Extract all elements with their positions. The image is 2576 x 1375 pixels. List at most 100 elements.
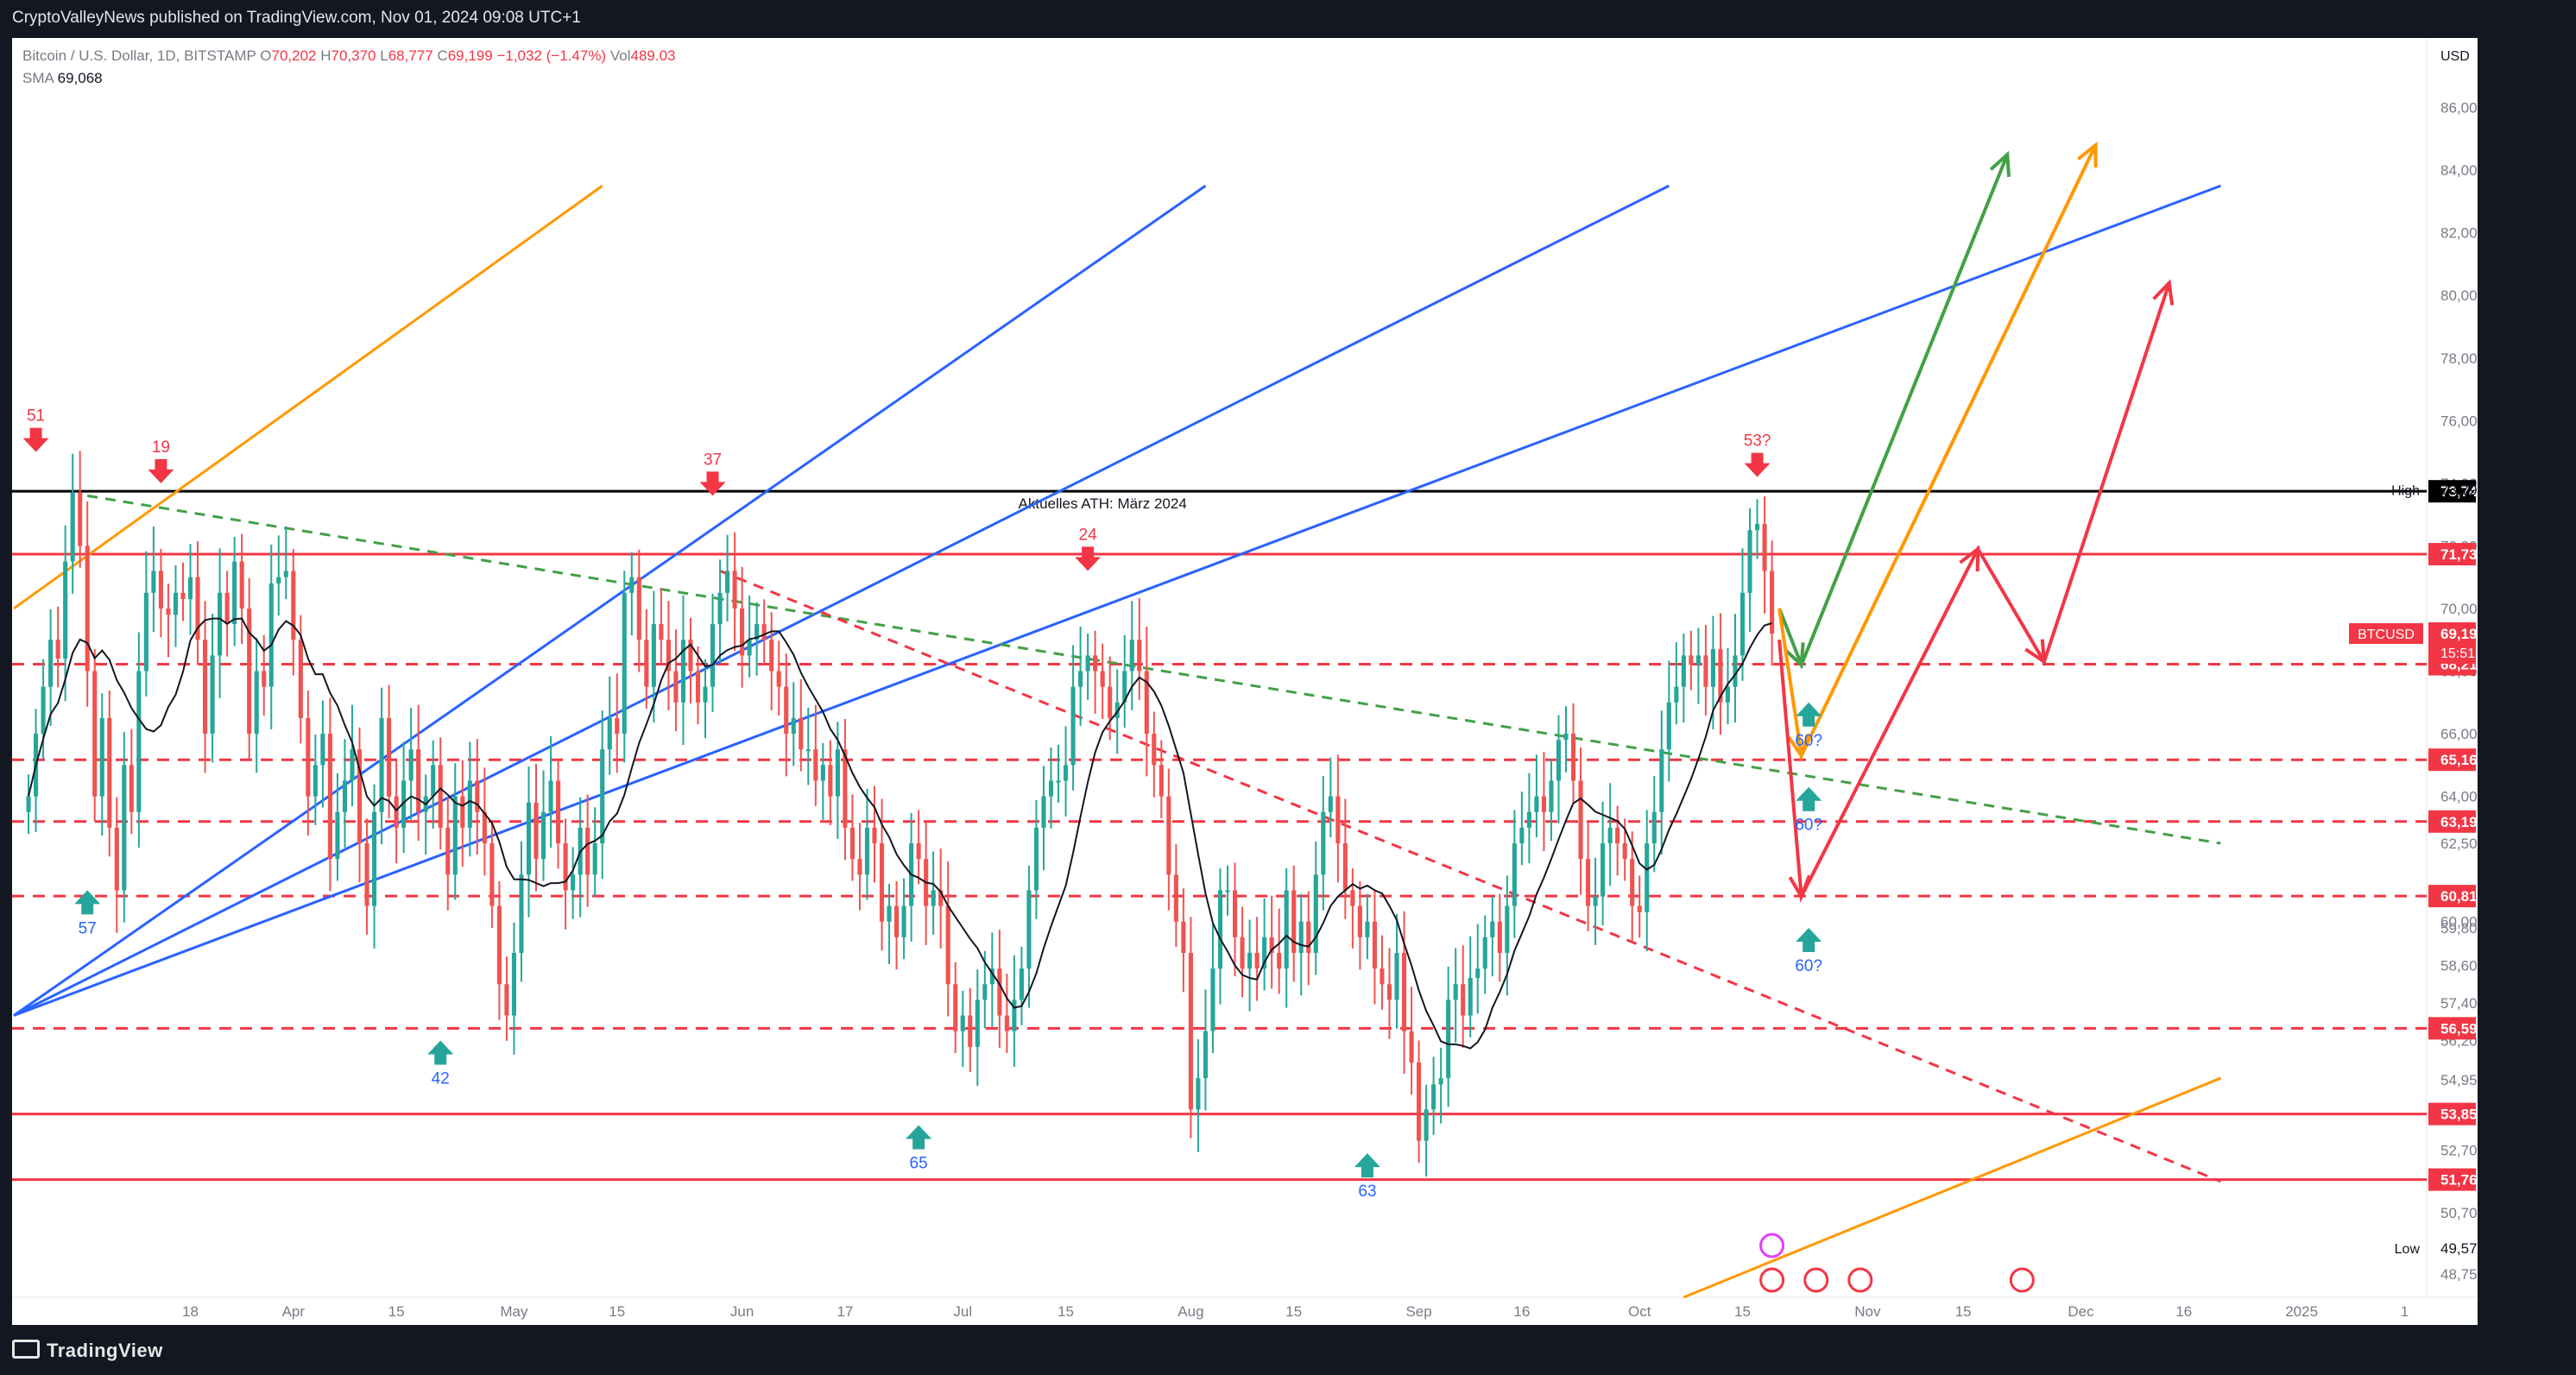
candle-body bbox=[1570, 734, 1576, 781]
candle-body bbox=[820, 765, 825, 781]
candle-body bbox=[387, 717, 392, 797]
candle-body bbox=[864, 827, 870, 875]
candle-body bbox=[1012, 1000, 1017, 1031]
footer-bar: TradingView bbox=[0, 1325, 2576, 1375]
legend-high-label: H bbox=[320, 47, 331, 64]
up-arrow-icon bbox=[906, 1125, 932, 1150]
candle-body bbox=[1350, 890, 1355, 906]
tradingview-logo[interactable]: TradingView bbox=[12, 1340, 163, 1362]
candle-body bbox=[173, 592, 179, 615]
down-arrow-icon bbox=[148, 458, 174, 483]
candle-body bbox=[306, 717, 311, 797]
level-tag bbox=[2428, 810, 2476, 833]
price-chart-svg[interactable]: USD 86,000 84,000 82,000 80,000 78,000 76,000 7… bbox=[12, 38, 2478, 1325]
channel-line-1 bbox=[13, 185, 1207, 1017]
chart-area[interactable]: USD 86,000 84,000 82,000 80,000 78,000 76,000 7… bbox=[12, 38, 2478, 1325]
candle-body bbox=[600, 749, 605, 844]
candle-body bbox=[202, 640, 208, 735]
candle-body bbox=[1718, 649, 1723, 703]
candle-body bbox=[901, 905, 906, 937]
candle-body bbox=[1651, 811, 1657, 844]
candle-body bbox=[335, 811, 340, 860]
candle-body bbox=[85, 546, 90, 672]
candle-body bbox=[1188, 952, 1193, 1110]
candle-body bbox=[371, 811, 377, 906]
candle-body bbox=[438, 765, 443, 828]
candle-body bbox=[1666, 702, 1671, 750]
candle-body bbox=[1710, 649, 1715, 687]
level-label: 53,855 bbox=[2440, 1107, 2478, 1123]
candle-body bbox=[1622, 843, 1627, 860]
ath-annotation: Aktuelles ATH: März 2024 bbox=[1019, 495, 1187, 512]
candle-body bbox=[1689, 655, 1694, 665]
candle-body bbox=[1321, 811, 1326, 875]
candle-body bbox=[1365, 921, 1370, 937]
candle-body bbox=[710, 624, 716, 687]
cycle-label-top: 53? bbox=[1744, 432, 1771, 451]
x-tick-label: 15 bbox=[388, 1303, 405, 1320]
candle-body bbox=[519, 874, 524, 953]
candle-body bbox=[1313, 874, 1318, 953]
cycle-label-bottom: 60? bbox=[1795, 817, 1822, 835]
candle-body bbox=[1056, 780, 1061, 783]
candle-body bbox=[1394, 952, 1399, 1000]
green-projection-arrowhead bbox=[1784, 642, 1805, 669]
candle-body bbox=[872, 827, 877, 844]
legend-symbol: Bitcoin / U.S. Dollar, 1D, BITSTAMP bbox=[22, 47, 256, 64]
candle-body bbox=[703, 686, 708, 703]
candle-body bbox=[496, 905, 502, 985]
y-tick-label: 60,000 bbox=[2440, 914, 2478, 930]
candle-body bbox=[55, 640, 60, 659]
x-tick-label: 16 bbox=[1513, 1303, 1530, 1320]
cycle-label-bottom: 42 bbox=[432, 1070, 450, 1088]
symbol-tag bbox=[2349, 623, 2423, 645]
y-tick-label: 64,000 bbox=[2440, 789, 2478, 805]
y-tick-label: 54,950 bbox=[2440, 1072, 2478, 1088]
legend-close-label: C bbox=[437, 47, 448, 64]
y-tick-label: 57,400 bbox=[2440, 995, 2478, 1012]
candle-body bbox=[1181, 921, 1186, 953]
level-tag bbox=[2428, 748, 2476, 772]
level-label: 51,760 bbox=[2440, 1172, 2478, 1189]
low-label: Low bbox=[2395, 1242, 2421, 1257]
candle-body bbox=[1762, 524, 1767, 571]
candle-body bbox=[761, 624, 767, 640]
level-tag bbox=[2428, 480, 2476, 503]
candle-body bbox=[931, 890, 936, 906]
candle-body bbox=[1424, 1109, 1429, 1141]
candle-body bbox=[540, 811, 546, 860]
down-arrow-icon bbox=[1744, 452, 1771, 477]
red-projection bbox=[1777, 282, 2171, 903]
y-tick-label: 59,800 bbox=[2440, 920, 2478, 937]
candle-body bbox=[1210, 968, 1215, 1031]
x-tick-label: 1 bbox=[2401, 1303, 2409, 1320]
candle-body bbox=[571, 874, 576, 891]
candle-body bbox=[534, 802, 539, 860]
candle-body bbox=[953, 984, 958, 1031]
level-label: 73,743 bbox=[2440, 483, 2478, 500]
candle-body bbox=[511, 952, 517, 1016]
y-tick-label: 58,600 bbox=[2440, 957, 2478, 974]
candle-body bbox=[401, 780, 407, 828]
candle-body bbox=[1144, 671, 1149, 735]
level-label: 60,815 bbox=[2440, 888, 2478, 905]
candle-body bbox=[136, 671, 142, 812]
cycle-label-top: 24 bbox=[1079, 526, 1098, 544]
x-tick-label: 15 bbox=[1285, 1303, 1302, 1320]
candle-body bbox=[968, 1015, 973, 1047]
x-tick-label: Nov bbox=[1854, 1303, 1881, 1320]
candle-body bbox=[1586, 859, 1591, 906]
x-tick-label: Sep bbox=[1405, 1303, 1431, 1320]
candle-body bbox=[960, 1015, 965, 1031]
candle-body bbox=[849, 827, 855, 860]
candle-body bbox=[828, 765, 833, 797]
current-price-tag bbox=[2428, 622, 2476, 665]
candle-body bbox=[1100, 671, 1105, 687]
candle-body bbox=[629, 577, 635, 593]
candle-body bbox=[1563, 734, 1569, 741]
candle-body bbox=[695, 671, 701, 703]
candle-body bbox=[1519, 827, 1525, 844]
candle-body bbox=[1291, 890, 1297, 953]
red-projection-arrowhead bbox=[1959, 545, 1980, 572]
candle-body bbox=[1703, 655, 1708, 687]
